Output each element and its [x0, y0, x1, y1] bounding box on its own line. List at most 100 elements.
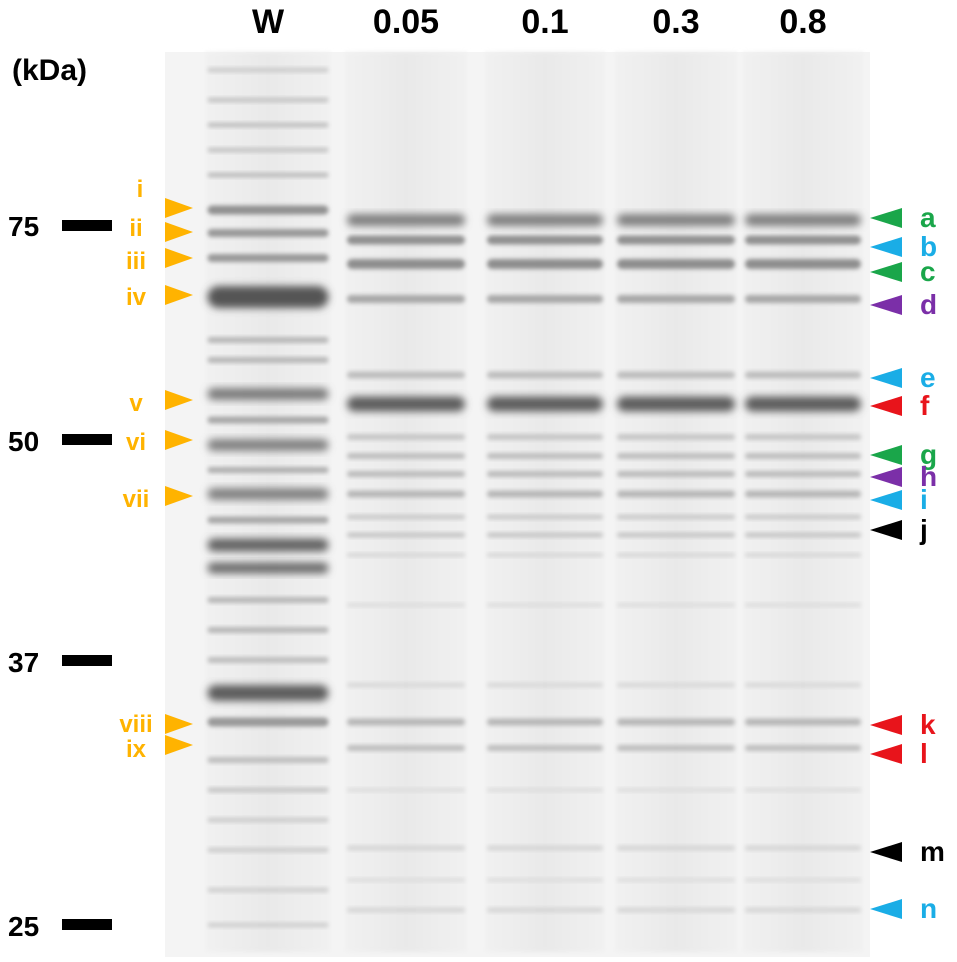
right-arrow-icon: [870, 237, 902, 257]
gel-band: [745, 214, 861, 226]
gel-lane-5: [743, 52, 863, 952]
gel-band: [617, 259, 735, 269]
right-arrow-icon: [870, 396, 902, 416]
gel-band: [347, 295, 465, 303]
right-arrow-icon: [870, 744, 902, 764]
right-arrow-icon: [870, 445, 902, 465]
left-annotation-label-v: v: [129, 390, 143, 417]
gel-band: [207, 467, 329, 473]
right-arrow-icon: [870, 262, 902, 282]
gel-band: [347, 907, 465, 913]
gel-band: [487, 214, 603, 226]
gel-band: [617, 453, 735, 459]
left-annotation-label-ii: ii: [129, 215, 142, 242]
gel-band: [745, 878, 861, 882]
right-annotation-label-b: b: [920, 231, 937, 262]
gel-band: [207, 337, 329, 343]
gel-band: [487, 878, 603, 882]
left-annotation-label-ix: ix: [126, 736, 147, 763]
gel-band: [617, 295, 735, 303]
right-arrow-icon: [870, 715, 902, 735]
lane-label-w: W: [252, 3, 285, 41]
unit-label: (kDa): [12, 54, 87, 87]
gel-band: [347, 214, 465, 226]
gel-band: [347, 878, 465, 882]
gel-band: [617, 907, 735, 913]
right-annotation-label-n: n: [920, 893, 937, 924]
gel-band: [745, 682, 861, 688]
gel-band: [207, 286, 329, 308]
gel-band: [207, 787, 329, 793]
marker-bar-50: [62, 434, 112, 445]
marker-bar-25: [62, 919, 112, 930]
gel-band: [207, 516, 329, 524]
gel-band: [487, 371, 603, 379]
lane-background: [485, 52, 605, 952]
gel-band: [347, 788, 465, 792]
marker-label-75: 75: [8, 211, 39, 242]
gel-band: [487, 471, 603, 477]
left-arrow-icon: [165, 390, 193, 410]
gel-band: [207, 922, 329, 928]
left-annotation-label-vi: vi: [126, 429, 146, 456]
right-arrow-icon: [870, 368, 902, 388]
gel-band: [617, 514, 735, 520]
gel-band: [617, 532, 735, 538]
gel-band: [207, 757, 329, 763]
lane-label-0-3: 0.3: [652, 3, 699, 41]
gel-band: [745, 718, 861, 726]
marker-label-50: 50: [8, 426, 39, 457]
gel-band: [347, 453, 465, 459]
gel-band: [347, 845, 465, 851]
gel-band: [207, 685, 329, 701]
gel-band: [207, 538, 329, 552]
gel-band: [207, 416, 329, 424]
lane-labels: W 0.05 0.1 0.3 0.8: [252, 3, 827, 41]
right-annotation-label-a: a: [920, 202, 936, 233]
gel-band: [617, 490, 735, 498]
left-annotation-label-viii: viii: [119, 711, 152, 738]
gel-band: [487, 532, 603, 538]
gel-band: [617, 214, 735, 226]
left-arrow-icon: [165, 285, 193, 305]
lane-label-0-1: 0.1: [521, 3, 568, 41]
left-arrow-icon: [165, 248, 193, 268]
gel-band: [617, 603, 735, 607]
right-arrow-icon: [870, 490, 902, 510]
left-annotation-label-iii: iii: [126, 248, 146, 275]
left-arrow-icon: [165, 735, 193, 755]
gel-band: [207, 562, 329, 574]
gel-band: [745, 434, 861, 440]
gel-band: [617, 682, 735, 688]
gel-band: [347, 259, 465, 269]
gel-band: [207, 439, 329, 451]
gel-band: [487, 490, 603, 498]
gel-band: [487, 295, 603, 303]
right-annotation-label-f: f: [920, 390, 930, 421]
gel-band: [207, 67, 329, 73]
gel-band: [487, 845, 603, 851]
gel-band: [617, 718, 735, 726]
gel-band: [617, 788, 735, 792]
right-arrow-icon: [870, 208, 902, 228]
gel-band: [347, 371, 465, 379]
gel-band: [487, 907, 603, 913]
gel-lane-1: [205, 52, 331, 952]
gel-band: [207, 717, 329, 727]
gel-band: [745, 745, 861, 751]
gel-band: [347, 553, 465, 557]
gel-band: [347, 603, 465, 607]
gel-band: [487, 682, 603, 688]
left-annotation-label-iv: iv: [126, 284, 147, 311]
gel-band: [487, 396, 603, 412]
gel-band: [745, 907, 861, 913]
gel-band: [207, 488, 329, 500]
lane-background: [345, 52, 467, 952]
lane-background: [615, 52, 737, 952]
gel-band: [617, 745, 735, 751]
gel-band: [347, 471, 465, 477]
gel-band: [487, 603, 603, 607]
right-arrow-icon: [870, 842, 902, 862]
